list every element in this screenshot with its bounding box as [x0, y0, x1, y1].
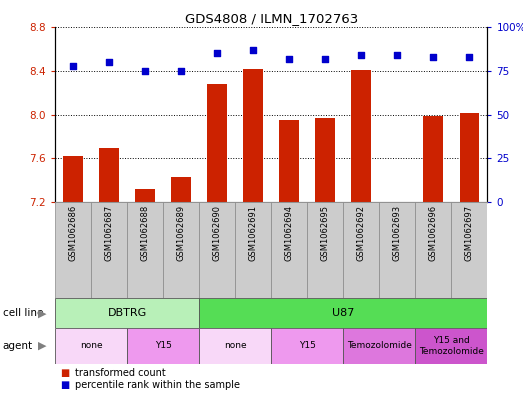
- Bar: [127, 202, 163, 298]
- Bar: [315, 118, 335, 202]
- Bar: [271, 328, 343, 364]
- Bar: [415, 328, 487, 364]
- Text: GSM1062687: GSM1062687: [105, 205, 113, 261]
- Text: ■: ■: [60, 380, 70, 390]
- Title: GDS4808 / ILMN_1702763: GDS4808 / ILMN_1702763: [185, 11, 358, 24]
- Text: Y15: Y15: [155, 342, 172, 350]
- Text: none: none: [224, 342, 246, 350]
- Text: Temozolomide: Temozolomide: [347, 342, 412, 350]
- Bar: [424, 116, 444, 202]
- Bar: [307, 202, 343, 298]
- Point: [465, 54, 474, 60]
- Bar: [235, 202, 271, 298]
- Text: ▶: ▶: [38, 308, 46, 318]
- Text: GSM1062696: GSM1062696: [429, 205, 438, 261]
- Bar: [199, 202, 235, 298]
- Bar: [171, 177, 191, 202]
- Text: GSM1062695: GSM1062695: [321, 205, 329, 261]
- Bar: [99, 149, 119, 202]
- Text: Y15: Y15: [299, 342, 316, 350]
- Text: transformed count: transformed count: [75, 368, 166, 378]
- Bar: [55, 298, 199, 328]
- Point: [141, 68, 149, 74]
- Text: ■: ■: [60, 368, 70, 378]
- Bar: [343, 328, 415, 364]
- Point: [429, 54, 438, 60]
- Text: GSM1062689: GSM1062689: [177, 205, 186, 261]
- Bar: [343, 202, 379, 298]
- Point: [177, 68, 185, 74]
- Bar: [207, 84, 227, 202]
- Text: Y15 and
Temozolomide: Y15 and Temozolomide: [419, 336, 484, 356]
- Point: [321, 55, 329, 62]
- Text: DBTRG: DBTRG: [107, 308, 146, 318]
- Bar: [163, 202, 199, 298]
- Bar: [199, 298, 487, 328]
- Text: GSM1062692: GSM1062692: [357, 205, 366, 261]
- Text: U87: U87: [332, 308, 355, 318]
- Bar: [271, 202, 307, 298]
- Text: GSM1062693: GSM1062693: [393, 205, 402, 261]
- Bar: [135, 189, 155, 202]
- Bar: [199, 328, 271, 364]
- Point: [285, 55, 293, 62]
- Bar: [91, 202, 127, 298]
- Text: GSM1062691: GSM1062691: [248, 205, 258, 261]
- Bar: [243, 69, 263, 202]
- Text: GSM1062686: GSM1062686: [69, 205, 77, 261]
- Bar: [460, 114, 479, 202]
- Text: GSM1062697: GSM1062697: [465, 205, 474, 261]
- Bar: [279, 120, 299, 202]
- Bar: [127, 328, 199, 364]
- Point: [393, 52, 402, 58]
- Bar: [415, 202, 451, 298]
- Text: percentile rank within the sample: percentile rank within the sample: [75, 380, 240, 390]
- Text: GSM1062688: GSM1062688: [141, 205, 150, 261]
- Text: cell line: cell line: [3, 308, 43, 318]
- Point: [105, 59, 113, 65]
- Text: GSM1062690: GSM1062690: [213, 205, 222, 261]
- Bar: [55, 328, 127, 364]
- Bar: [451, 202, 487, 298]
- Point: [69, 62, 77, 69]
- Bar: [63, 156, 83, 202]
- Text: ▶: ▶: [38, 341, 46, 351]
- Point: [249, 47, 257, 53]
- Point: [357, 52, 366, 58]
- Text: none: none: [79, 342, 103, 350]
- Point: [213, 50, 221, 57]
- Text: agent: agent: [3, 341, 33, 351]
- Bar: [351, 70, 371, 202]
- Bar: [379, 202, 415, 298]
- Text: GSM1062694: GSM1062694: [285, 205, 294, 261]
- Bar: [55, 202, 91, 298]
